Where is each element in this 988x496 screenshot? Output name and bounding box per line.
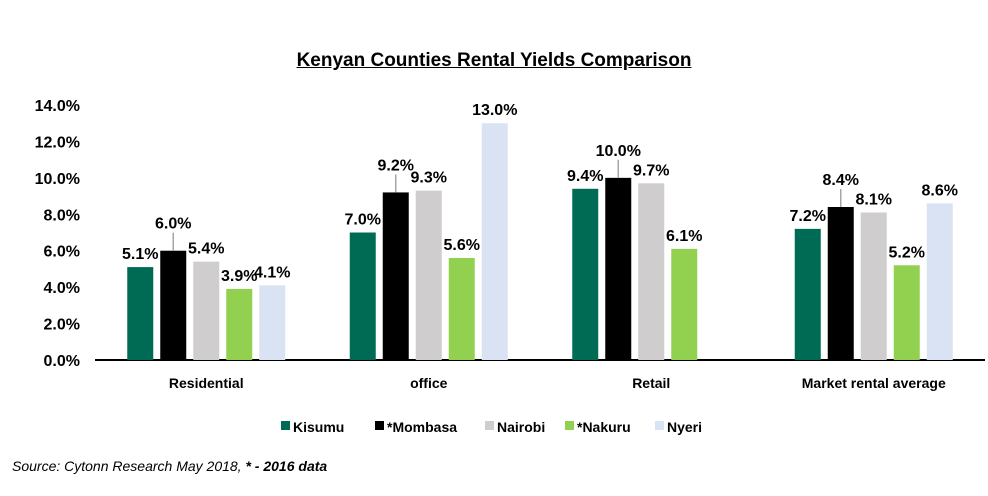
bar-kisumu	[349, 232, 376, 360]
legend-label: *Nakuru	[577, 419, 631, 435]
bar-nyeri	[259, 285, 286, 360]
source-text: Source: Cytonn Research May 2018,	[12, 458, 246, 474]
legend-swatch	[565, 421, 574, 430]
data-label: 8.4%	[823, 172, 859, 189]
bar-mombasa	[605, 177, 632, 360]
category-label: Residential	[169, 375, 244, 391]
legend-label: Nairobi	[497, 419, 545, 435]
bar-mombasa	[827, 207, 854, 360]
data-label: 5.6%	[444, 237, 480, 254]
data-label: 8.6%	[922, 182, 958, 199]
bar-nyeri	[481, 123, 508, 360]
bar-nairobi	[415, 190, 442, 360]
bar-nakuru	[226, 288, 253, 360]
legend-swatch	[655, 421, 664, 430]
y-tick-label: 0.0%	[44, 353, 80, 370]
data-label: 5.2%	[889, 244, 925, 261]
legend-swatch	[281, 421, 290, 430]
data-label: 7.0%	[345, 212, 381, 229]
bar-kisumu	[572, 188, 599, 360]
bar-mombasa	[382, 192, 409, 360]
bar-nyeri	[926, 203, 953, 360]
data-label: 13.0%	[472, 102, 517, 119]
category-label: Retail	[632, 375, 670, 391]
category-label: Market rental average	[802, 375, 946, 391]
data-label: 7.2%	[790, 208, 826, 225]
data-label: 9.7%	[633, 162, 669, 179]
data-label: 9.2%	[378, 157, 414, 174]
y-tick-label: 10.0%	[35, 171, 80, 188]
legend-label: Nyeri	[667, 419, 702, 435]
category-label: office	[410, 375, 448, 391]
data-label: 8.1%	[856, 191, 892, 208]
bar-nairobi	[193, 261, 220, 360]
y-tick-label: 14.0%	[35, 98, 80, 115]
chart-title: Kenyan Counties Rental Yields Comparison	[296, 50, 692, 71]
data-label: 4.1%	[254, 264, 290, 281]
legend-label: *Mombasa	[387, 419, 457, 435]
bar-mombasa	[160, 250, 187, 360]
y-tick-label: 6.0%	[44, 244, 80, 261]
bar-kisumu	[794, 228, 821, 360]
legend-swatch	[485, 421, 494, 430]
data-label: 3.9%	[221, 268, 257, 285]
legend-swatch	[375, 421, 384, 430]
source-note: Source: Cytonn Research May 2018, * - 20…	[12, 458, 327, 474]
y-tick-label: 12.0%	[35, 134, 80, 151]
data-label: 6.0%	[155, 216, 191, 233]
data-label: 9.3%	[411, 170, 447, 187]
bar-nakuru	[893, 265, 920, 360]
bar-nairobi	[638, 183, 665, 360]
data-label: 9.4%	[567, 168, 603, 185]
data-label: 6.1%	[666, 228, 702, 245]
y-tick-label: 8.0%	[44, 207, 80, 224]
y-tick-label: 2.0%	[44, 317, 80, 334]
bar-kisumu	[127, 267, 154, 360]
bar-nairobi	[860, 212, 887, 360]
data-label: 5.4%	[188, 241, 224, 258]
y-tick-label: 4.0%	[44, 280, 80, 297]
legend-label: Kisumu	[293, 419, 344, 435]
bar-nakuru	[671, 248, 698, 360]
data-label: 10.0%	[596, 143, 641, 160]
source-footnote: * - 2016 data	[245, 458, 328, 474]
bar-nakuru	[448, 258, 475, 360]
data-label: 5.1%	[122, 246, 158, 263]
